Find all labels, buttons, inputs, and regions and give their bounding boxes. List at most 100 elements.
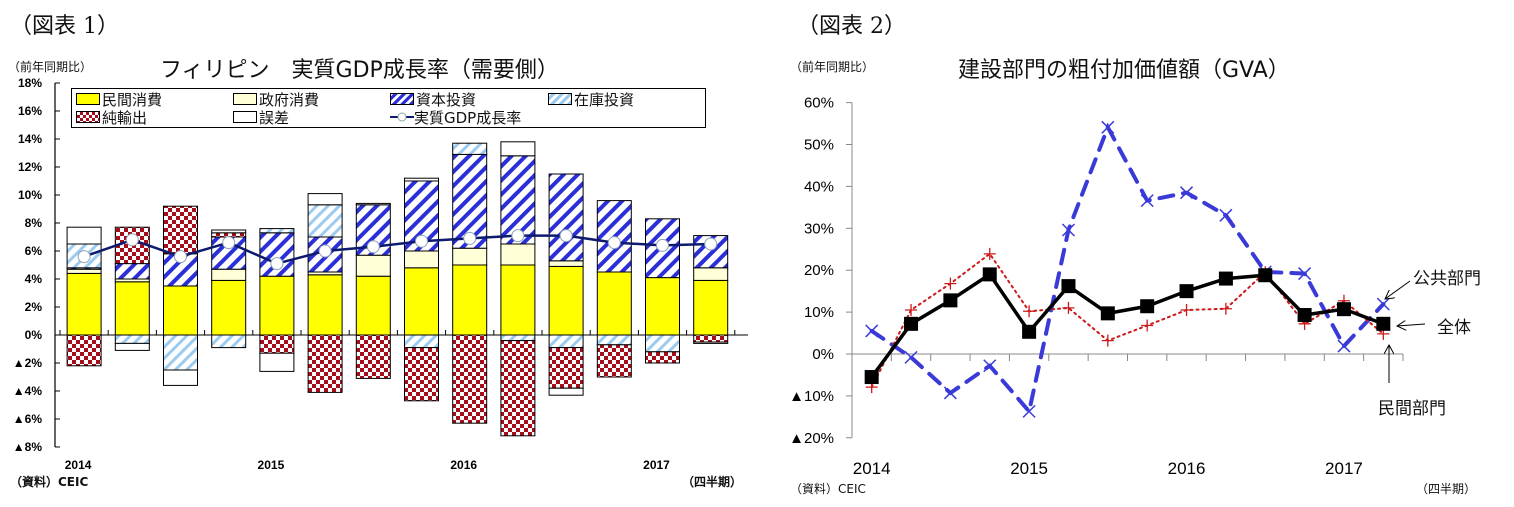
- bar-segment: [500, 141, 536, 157]
- x-marker: [983, 359, 997, 373]
- bar-segment: [404, 347, 439, 402]
- plus-marker: [1101, 334, 1114, 347]
- bar-segment: [307, 334, 343, 393]
- legend-inventory-investment: 在庫投資: [548, 90, 635, 109]
- figure2-title: 建設部門の粗付加価値額（GVA）: [958, 58, 1290, 83]
- y-tick-label: 60%: [804, 95, 834, 112]
- x-marker: [1140, 194, 1154, 208]
- bar-segment: [66, 334, 102, 367]
- y-tick-label: 50%: [804, 137, 834, 154]
- y-tick-label: 14%: [18, 132, 42, 146]
- y-tick-label: 8%: [25, 216, 43, 230]
- figure2-source: （資料）CEIC: [790, 482, 866, 496]
- legend-private-consumption: 民間消費: [76, 90, 163, 109]
- y-tick-label: 40%: [804, 178, 834, 195]
- bar-segment: [163, 369, 198, 386]
- gdp-point-marker: [607, 236, 621, 250]
- bar-segment: [307, 193, 343, 206]
- gdp-point-marker: [366, 240, 380, 254]
- bar-segment: [548, 387, 584, 396]
- x-year-label: 2016: [1168, 459, 1206, 478]
- white-swatch-icon: [233, 111, 257, 123]
- bar-segment: [500, 340, 536, 437]
- square-marker: [943, 293, 958, 308]
- square-marker: [1258, 268, 1273, 283]
- bar-segment: [452, 264, 488, 336]
- figure1-title: フィリピン 実質GDP成長率（需要側）: [160, 58, 559, 83]
- x-marker: [865, 324, 879, 338]
- yellow-swatch-icon: [76, 93, 100, 105]
- figure1-source: （資料）CEIC: [10, 475, 89, 489]
- x-marker: [1022, 404, 1036, 418]
- bar-segment: [404, 177, 439, 182]
- x-year-label: 2015: [258, 458, 285, 472]
- y-tick-label: 10%: [804, 304, 834, 321]
- bar-segment: [452, 334, 488, 424]
- bar-segment: [596, 344, 632, 378]
- plus-marker: [905, 304, 918, 317]
- gdp-point-marker: [125, 233, 139, 247]
- y-tick-label: ▲6%: [13, 412, 43, 426]
- gdp-point-marker: [559, 229, 573, 243]
- square-marker: [1376, 316, 1391, 331]
- legend-government-consumption: 政府消費: [233, 90, 319, 109]
- y-tick-label: ▲4%: [13, 384, 43, 398]
- legend-label: 在庫投資: [574, 90, 635, 109]
- gdp-growth-line: [83, 234, 711, 265]
- annotation-public-sector: 公共部門: [1413, 269, 1481, 289]
- bar-segment: [211, 334, 247, 349]
- y-tick-label: 18%: [18, 76, 42, 90]
- y-tick-label: 0%: [812, 346, 834, 363]
- gdp-point-marker: [77, 250, 91, 264]
- bar-segment: [211, 229, 247, 234]
- bar-segment: [548, 347, 584, 389]
- arrow-total-icon: [1397, 324, 1426, 326]
- plus-marker: [983, 247, 996, 260]
- gdp-point-marker: [511, 229, 525, 243]
- x-marker: [1180, 186, 1194, 200]
- gdp-point-marker: [270, 257, 284, 271]
- y-tick-label: 2%: [25, 300, 43, 314]
- square-marker: [982, 267, 997, 282]
- bar-segment: [259, 228, 295, 234]
- x-year-label: 2017: [1325, 459, 1363, 478]
- square-marker: [1179, 284, 1194, 299]
- lightblue-stripe-swatch-icon: [548, 93, 572, 105]
- gdp-point-marker: [415, 234, 428, 248]
- plus-marker: [1062, 301, 1075, 314]
- bar-segment: [114, 281, 150, 336]
- annotation-total: 全体: [1437, 318, 1471, 338]
- y-tick-label: ▲8%: [13, 440, 43, 454]
- bar-segment: [163, 205, 198, 255]
- plus-marker: [944, 277, 957, 290]
- legend-net-exports: 純輸出: [76, 108, 148, 127]
- figure1-period-label: （四半期）: [682, 475, 743, 489]
- bar-segment: [355, 334, 391, 379]
- plus-marker: [1141, 319, 1154, 332]
- square-marker: [864, 370, 879, 385]
- gdp-point-marker: [463, 231, 477, 245]
- y-tick-label: ▲2%: [13, 356, 43, 370]
- legend-label: 実質GDP成長率: [414, 108, 522, 127]
- square-marker: [1297, 308, 1312, 323]
- bar-segment: [452, 142, 488, 155]
- bar-segment: [259, 352, 295, 372]
- legend-error: 誤差: [233, 108, 290, 127]
- legend-label: 民間消費: [102, 90, 163, 109]
- y-tick-label: 30%: [804, 220, 834, 237]
- x-year-label: 2015: [1010, 459, 1048, 478]
- gdp-point-marker: [174, 250, 187, 264]
- legend-label: 誤差: [259, 108, 290, 127]
- plus-marker: [1219, 302, 1232, 315]
- square-marker: [1140, 299, 1155, 314]
- total-line: [870, 271, 1384, 379]
- square-marker: [1218, 271, 1233, 286]
- y-tick-label: 16%: [18, 104, 42, 118]
- figure1-unit: （前年同期比）: [8, 60, 93, 74]
- cream-swatch-icon: [233, 93, 257, 105]
- gdp-point-marker: [704, 237, 718, 251]
- bar-segment: [66, 226, 102, 245]
- legend-label: 純輸出: [102, 108, 148, 127]
- legend-label: 資本投資: [416, 90, 477, 109]
- square-marker: [1061, 279, 1076, 294]
